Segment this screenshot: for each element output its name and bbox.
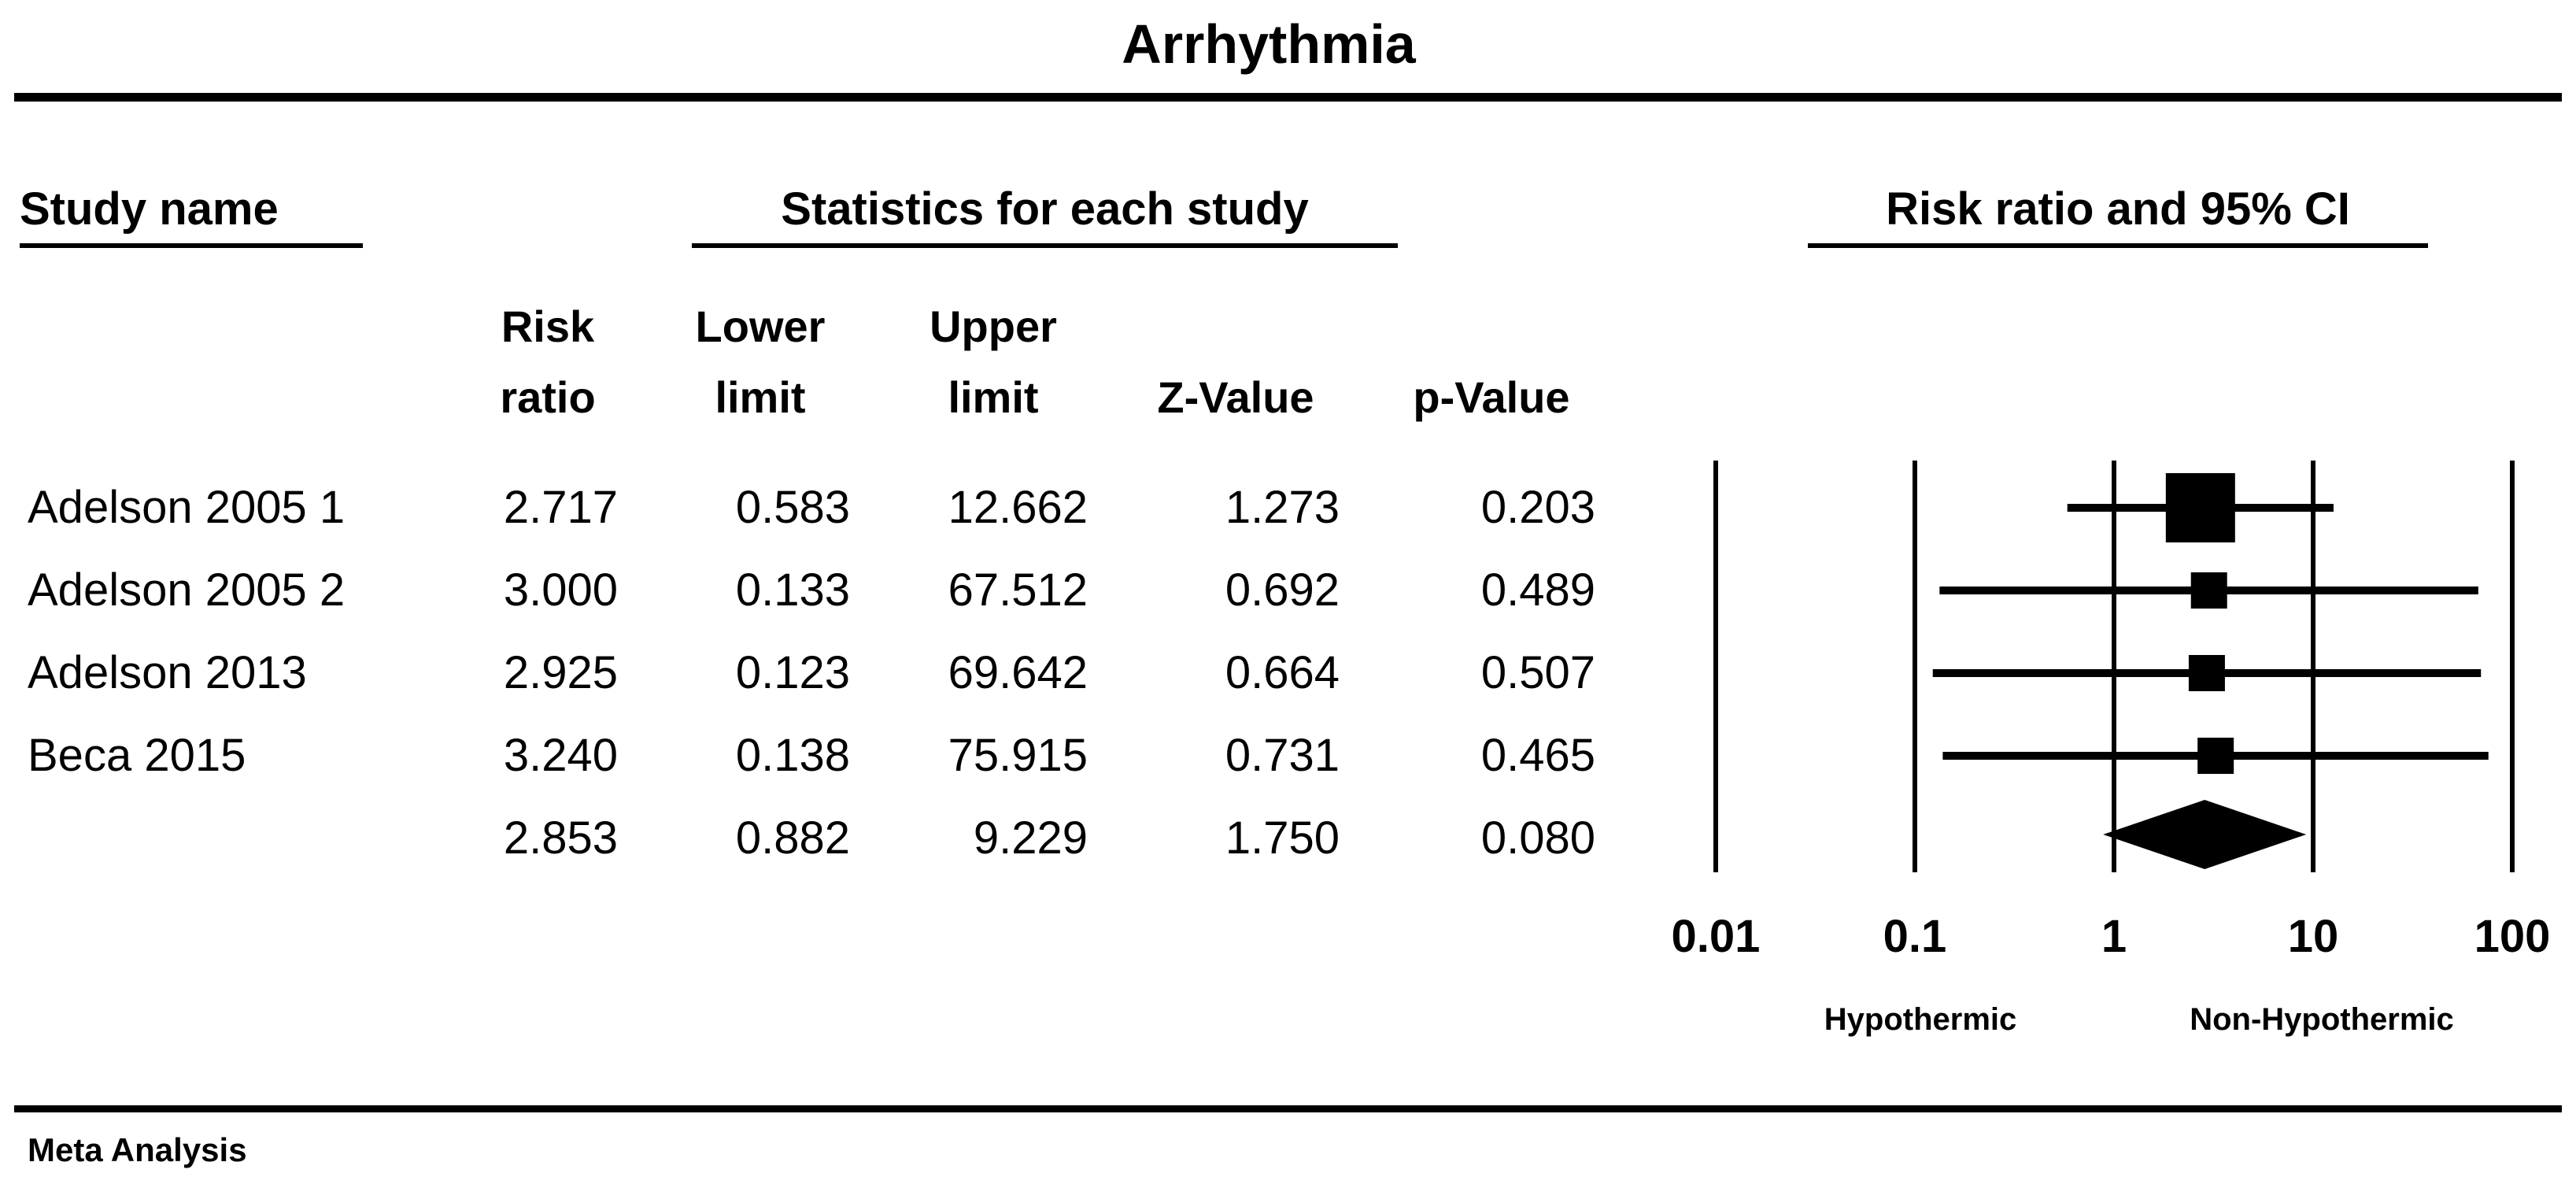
column-group-risk-ratio-ci: Risk ratio and 95% CI [1808,183,2428,248]
table-row: Adelson 2005 1 2.717 0.583 12.662 1.273 … [0,482,1653,534]
p-value: 0.507 [1480,647,1595,698]
summary-p-value: 0.080 [1480,812,1595,864]
col-header-z-value: Z-Value [1137,362,1334,433]
col-header-p-value-text: p-Value [1413,372,1570,422]
summary-diamond [2103,800,2307,869]
summary-lower-limit-value: 0.882 [735,812,850,864]
p-value: 0.465 [1480,730,1595,781]
col-header-lower-limit: Lower limit [662,291,859,433]
z-value: 0.731 [1225,730,1340,781]
column-group-statistics: Statistics for each study [692,183,1398,248]
bottom-divider [14,1105,2562,1112]
risk-ratio-value: 2.925 [503,647,618,698]
col-header-upper-line1: Upper [930,302,1057,351]
gridline-0.1 [1913,461,1917,872]
col-header-z-value-text: Z-Value [1157,372,1314,422]
axis-tick-label: 0.1 [1883,911,1947,962]
upper-limit-value: 75.915 [948,730,1088,781]
summary-upper-limit-value: 9.229 [973,812,1088,864]
z-value: 0.664 [1225,647,1340,698]
col-header-upper-line2: limit [948,372,1039,422]
point-estimate-square [2197,738,2234,774]
gridline-1 [2112,461,2116,872]
axis-side-label-hypothermic: Hypothermic [1824,1002,2017,1037]
table-row: Adelson 2005 2 3.000 0.133 67.512 0.692 … [0,564,1653,616]
footer-label: Meta Analysis [28,1131,247,1168]
column-group-study-name: Study name [20,183,363,248]
z-value: 1.273 [1225,482,1340,533]
summary-row: 2.853 0.882 9.229 1.750 0.080 [0,812,1653,864]
point-estimate-square [2188,655,2225,691]
col-header-upper-limit: Upper limit [895,291,1092,433]
lower-limit-value: 0.123 [735,647,850,698]
axis-tick-label: 0.01 [1671,911,1761,962]
gridline-10 [2311,461,2315,872]
axis-side-label-non-hypothermic: Non-Hypothermic [2190,1002,2454,1037]
study-name: Beca 2015 [28,730,246,781]
study-name: Adelson 2005 2 [28,564,346,616]
top-divider [14,93,2562,102]
col-header-risk-line1: Risk [501,302,595,351]
upper-limit-value: 69.642 [948,647,1088,698]
axis-tick-label: 10 [2287,911,2339,962]
axis-tick-label: 100 [2474,911,2551,962]
risk-ratio-value: 3.000 [503,564,618,616]
col-header-p-value: p-Value [1393,362,1590,433]
summary-risk-ratio-value: 2.853 [503,812,618,864]
lower-limit-value: 0.133 [735,564,850,616]
col-header-lower-line1: Lower [695,302,826,351]
page-title: Arrhythmia [1122,13,1416,75]
gridline-0.01 [1713,461,1718,872]
table-row: Adelson 2013 2.925 0.123 69.642 0.664 0.… [0,647,1653,699]
point-estimate-square [2190,572,2227,609]
col-header-risk-line2: ratio [500,372,596,422]
point-estimate-square [2165,473,2235,542]
upper-limit-value: 12.662 [948,482,1088,533]
p-value: 0.203 [1480,482,1595,533]
table-row: Beca 2015 3.240 0.138 75.915 0.731 0.465 [0,730,1653,782]
z-value: 0.692 [1225,564,1340,616]
p-value: 0.489 [1480,564,1595,616]
axis-tick-label: 1 [2101,911,2127,962]
summary-z-value: 1.750 [1225,812,1340,864]
col-header-risk-ratio: Risk ratio [449,291,646,433]
study-name: Adelson 2005 1 [28,482,346,533]
risk-ratio-value: 2.717 [503,482,618,533]
gridline-100 [2510,461,2515,872]
lower-limit-value: 0.583 [735,482,850,533]
lower-limit-value: 0.138 [735,730,850,781]
study-name: Adelson 2013 [28,647,307,698]
col-header-lower-line2: limit [715,372,806,422]
risk-ratio-value: 3.240 [503,730,618,781]
upper-limit-value: 67.512 [948,564,1088,616]
